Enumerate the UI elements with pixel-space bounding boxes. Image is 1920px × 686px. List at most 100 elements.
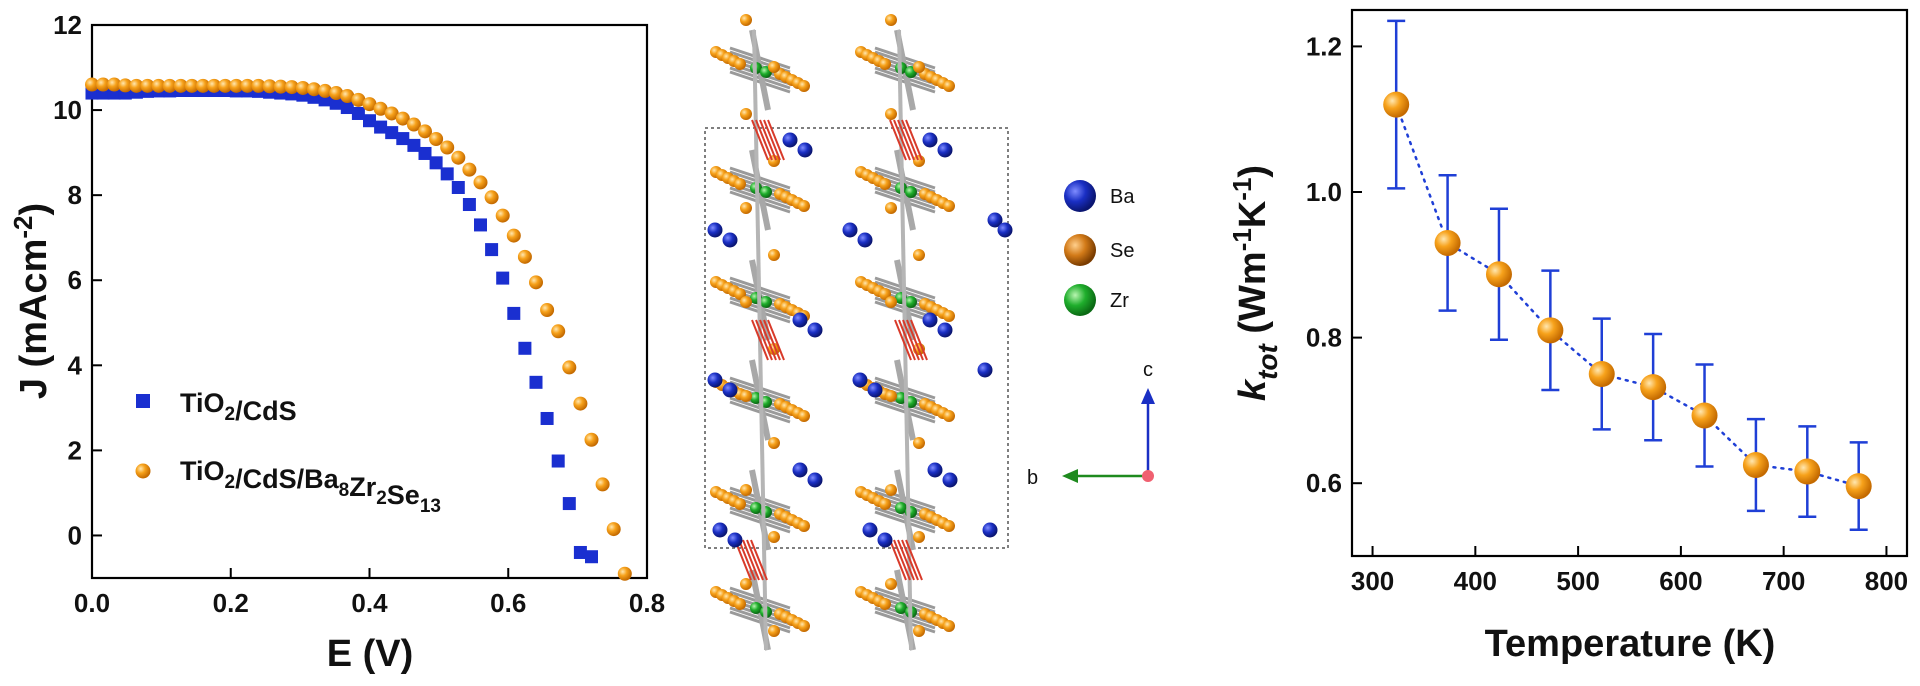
se-atom: [879, 498, 891, 510]
se-se-bond: [898, 319, 916, 361]
zr-atom: [905, 296, 917, 308]
jv-point-tio2-cds-bazrse: [595, 477, 610, 492]
ba-atom: [857, 232, 873, 248]
se-se-bond: [889, 539, 907, 581]
jv-point-tio2-cds-bazrse: [85, 77, 99, 92]
ba-atom: [852, 372, 868, 388]
se-se-bond: [763, 119, 781, 161]
jv-point-tio2-cds: [329, 96, 343, 110]
jv-point-tio2-cds-bazrse: [540, 303, 555, 318]
ktot-x-tick-label: 600: [1659, 566, 1702, 596]
se-se-bond: [889, 119, 907, 161]
legend-label-tio2-cds-bazrse: TiO2/CdS/Ba8Zr2Se13: [180, 456, 441, 517]
jv-point-tio2-cds-bazrse: [251, 78, 266, 93]
jv-y-tick-label: 0: [68, 520, 82, 550]
crystal-structure: Ba Se Zr c b: [704, 14, 1155, 651]
jv-point-tio2-cds-bazrse: [451, 150, 466, 165]
ba-atom: [707, 222, 723, 238]
se-se-bond: [902, 319, 920, 361]
se-atom: [879, 178, 891, 190]
ba-atom: [987, 212, 1003, 228]
se-atom: [768, 625, 780, 637]
ba-atom: [877, 532, 893, 548]
ba-atom: [922, 312, 938, 328]
jv-y-tick-label: 10: [53, 95, 82, 125]
ktot-point: [1640, 374, 1667, 401]
b-axis-arrowhead: [1062, 469, 1078, 483]
se-atom: [740, 578, 752, 590]
ktot-y-tick-label: 1.0: [1306, 177, 1342, 207]
jv-point-tio2-cds: [340, 101, 354, 115]
ktot-y-tick-label: 0.6: [1306, 468, 1342, 498]
ktot-x-axis-label: Temperature (K): [1485, 623, 1776, 665]
ba-atom: [807, 472, 823, 488]
se-atom: [943, 520, 955, 532]
jv-point-tio2-cds-bazrse: [462, 162, 477, 177]
ba-atom: [942, 472, 958, 488]
zr-atom: [750, 602, 762, 614]
se-atom: [768, 437, 780, 449]
jv-point-tio2-cds: [573, 545, 587, 559]
jv-point-tio2-cds-bazrse: [551, 324, 566, 339]
se-atom: [740, 202, 752, 214]
jv-y-tick-label: 12: [53, 10, 82, 40]
jv-x-tick-label: 0.8: [629, 588, 665, 618]
se-se-bond: [767, 319, 785, 361]
jv-point-tio2-cds: [496, 271, 510, 285]
b-axis-label: b: [1027, 467, 1038, 489]
se-se-bond: [742, 539, 760, 581]
se-atom: [943, 310, 955, 322]
ba-atom: [862, 522, 878, 538]
se-atom: [798, 620, 810, 632]
jv-point-tio2-cds-bazrse: [184, 78, 199, 93]
legend-label-tio2-cds: TiO2/CdS: [180, 388, 297, 426]
zr-atom: [905, 186, 917, 198]
zr-atom: [895, 602, 907, 614]
se-atom: [913, 61, 925, 73]
legend-se-sphere: [1064, 234, 1096, 266]
se-se-bond: [897, 119, 915, 161]
jv-point-tio2-cds-bazrse: [118, 78, 133, 93]
jv-point-tio2-cds-bazrse: [562, 360, 577, 375]
se-atom: [740, 108, 752, 120]
jv-y-tick-label: 6: [68, 265, 82, 295]
jv-y-tick-label: 4: [68, 350, 83, 380]
ktot-x-tick-label: 700: [1762, 566, 1805, 596]
legend-ba-sphere: [1064, 180, 1096, 212]
jv-point-tio2-cds: [485, 243, 499, 257]
ba-atom: [707, 372, 723, 388]
se-atom: [798, 520, 810, 532]
ktot-trend-line: [1394, 103, 1860, 488]
jv-point-tio2-cds-bazrse: [140, 78, 155, 93]
unit-cell-box: [704, 127, 1009, 549]
jv-point-tio2-cds: [363, 114, 376, 128]
ktot-x-tick-label: 300: [1351, 566, 1394, 596]
jv-point-tio2-cds-bazrse: [351, 92, 366, 107]
jv-point-tio2-cds: [540, 411, 554, 425]
jv-point-tio2-cds-bazrse: [406, 117, 421, 132]
jv-point-tio2-cds-bazrse: [129, 78, 144, 93]
se-se-bond: [910, 319, 928, 361]
se-se-bond: [738, 539, 756, 581]
legend-marker-tio2-cds: [136, 394, 150, 408]
jv-point-tio2-cds-bazrse: [262, 79, 277, 94]
ba-atom: [977, 362, 993, 378]
zr-atom: [760, 296, 772, 308]
jv-x-axis-label: E (V): [327, 633, 414, 675]
se-se-bond: [755, 119, 773, 161]
jv-point-tio2-cds-bazrse: [207, 78, 222, 93]
se-atom: [943, 80, 955, 92]
jv-point-tio2-cds-bazrse: [196, 78, 210, 93]
ktot-x-tick-label: 800: [1865, 566, 1908, 596]
jv-point-tio2-cds: [474, 218, 487, 232]
se-se-bond: [906, 319, 924, 361]
jv-x-tick-label: 0.2: [213, 588, 249, 618]
se-atom: [879, 598, 891, 610]
ktot-x-tick-label: 500: [1556, 566, 1599, 596]
legend-zr-sphere: [1064, 284, 1096, 316]
jv-legend: TiO2/CdS TiO2/CdS/Ba8Zr2Se13: [135, 388, 441, 517]
ba-atom: [712, 522, 728, 538]
c-axis-label: c: [1143, 359, 1153, 381]
jv-point-tio2-cds-bazrse: [318, 83, 333, 98]
jv-point-tio2-cds-bazrse: [329, 86, 344, 101]
